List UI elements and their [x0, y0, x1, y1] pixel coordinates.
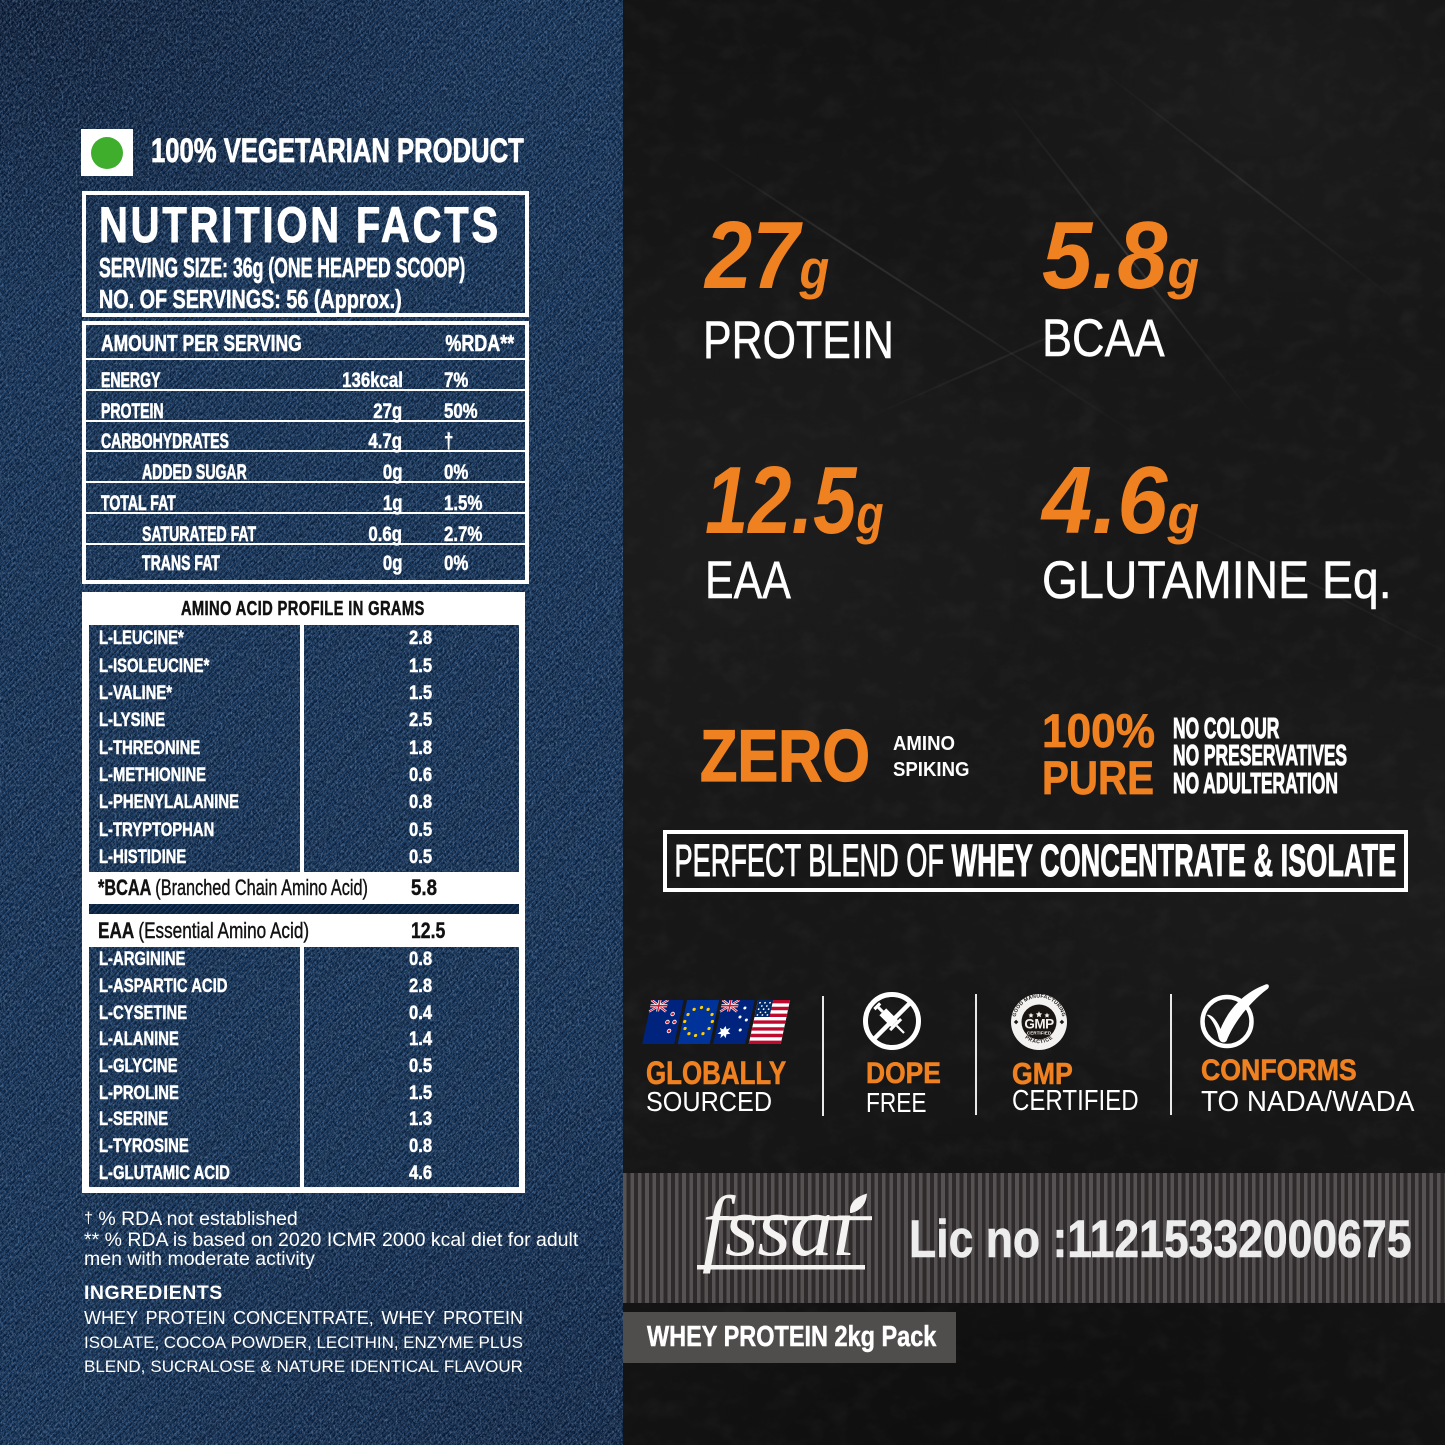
svg-text:fssaı: fssaı [702, 1180, 855, 1274]
svg-text:CERTIFIED: CERTIFIED [1027, 1031, 1052, 1036]
svg-text:PRACTICE: PRACTICE [1024, 1035, 1055, 1046]
svg-text:GMP: GMP [1024, 1017, 1054, 1032]
